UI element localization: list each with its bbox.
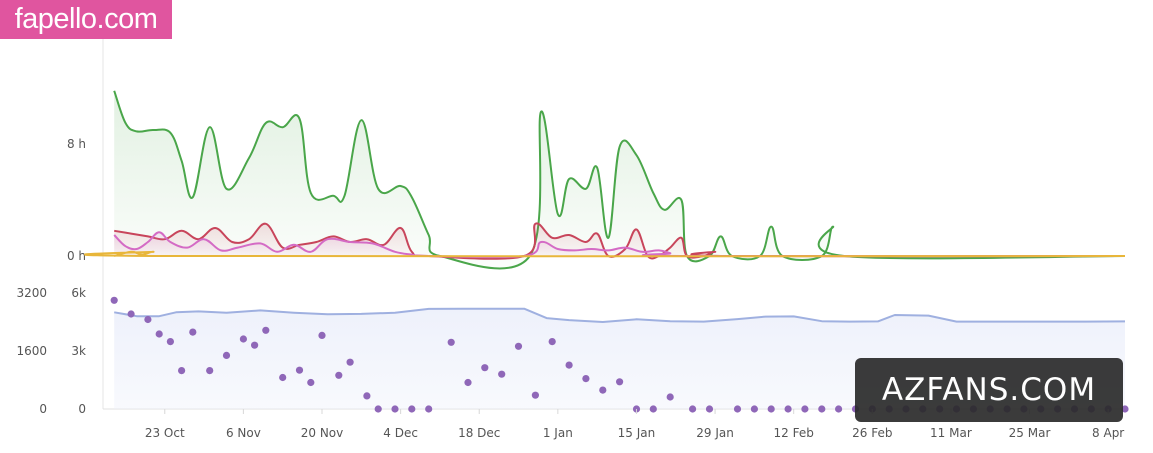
data-point [599,386,607,394]
data-point [565,361,573,369]
data-point [127,310,135,318]
data-point [335,371,343,379]
data-point [818,405,826,413]
data-point [239,335,247,343]
x-tick-label: 1 Jan [543,426,573,440]
data-point [666,393,674,401]
data-point [705,405,714,413]
data-point [206,367,214,375]
series-line-0 [113,90,1126,270]
data-point [689,405,697,413]
data-point [166,338,174,346]
y-tick-label-top: 0 h [67,249,86,263]
data-point [447,338,455,346]
data-point [582,375,590,383]
x-tick-label: 4 Dec [383,426,418,440]
left-axis-tick-label: 1600 [16,344,47,358]
data-point [307,378,315,387]
data-point [767,405,775,413]
data-point [251,341,259,349]
x-tick-label: 25 Mar [1009,426,1051,440]
x-tick-label: 15 Jan [618,426,656,440]
x-tick-label: 6 Nov [226,426,261,440]
data-point [750,405,759,413]
series-line-3 [84,250,1126,258]
data-point [346,358,354,366]
azfans-watermark: AZFANS.COM [855,358,1123,422]
x-tick-label: 26 Feb [852,426,892,440]
data-point [391,405,399,413]
left-axis-tick-label: 0 [39,402,47,416]
series-area-0 [114,90,1125,269]
series-area-2 [114,232,1125,258]
data-point [363,392,371,400]
data-point [616,378,624,386]
data-point [801,405,809,413]
left-axis-tick-label: 3200 [16,286,47,300]
data-point [498,370,506,378]
right-axis-tick-label: 3k [71,344,86,358]
data-point [178,367,186,375]
data-point [425,405,433,413]
data-point [464,378,472,387]
data-point [374,405,382,413]
data-point [514,342,523,350]
data-point [408,405,416,413]
x-tick-label: 23 Oct [145,426,185,440]
data-point [649,405,657,413]
data-point [155,330,163,338]
data-point [279,373,287,382]
data-point [144,315,152,324]
x-tick-label: 20 Nov [301,426,344,440]
right-axis-tick-label: 0 [78,402,86,416]
data-point [784,405,792,413]
followers-line [114,307,1126,323]
x-tick-label: 11 Mar [930,426,972,440]
data-point [295,366,304,374]
y-tick-label-top: 8 h [67,137,86,151]
data-point [262,326,270,334]
data-point [548,338,556,346]
data-point [110,296,118,304]
data-point [189,328,197,336]
data-point [318,331,326,339]
series-line-1 [114,222,1126,260]
x-tick-label: 18 Dec [458,426,500,440]
right-axis-tick-label: 6k [71,286,86,300]
data-point [481,364,489,372]
data-point [531,391,540,399]
data-point [733,405,742,413]
x-tick-label: 12 Feb [774,426,814,440]
x-tick-label: 29 Jan [696,426,734,440]
data-point [222,351,231,359]
fapello-watermark: fapello.com [0,0,172,39]
data-point [835,405,843,413]
series-line-2 [113,231,1126,259]
x-tick-label: 8 Apr [1092,426,1124,440]
data-point [1121,405,1129,413]
